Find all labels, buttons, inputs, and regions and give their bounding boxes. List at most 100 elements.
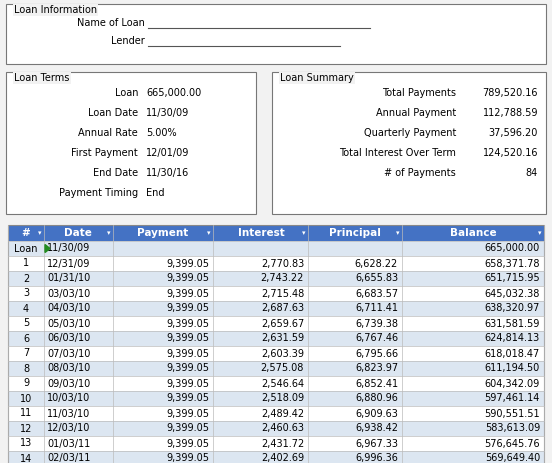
- Text: Loan: Loan: [114, 88, 138, 98]
- Polygon shape: [45, 244, 50, 252]
- Text: 13: 13: [20, 438, 32, 449]
- Text: 11/30/09: 11/30/09: [47, 244, 90, 254]
- Text: ▾: ▾: [395, 230, 399, 236]
- Text: 9,399.05: 9,399.05: [166, 288, 209, 299]
- Text: 6,996.36: 6,996.36: [355, 453, 398, 463]
- Text: 9,399.05: 9,399.05: [166, 424, 209, 433]
- Text: 569,649.40: 569,649.40: [485, 453, 540, 463]
- Text: 576,645.76: 576,645.76: [484, 438, 540, 449]
- Bar: [6, 72, 256, 214]
- Bar: [8, 361, 544, 376]
- Text: Payment Timing: Payment Timing: [59, 188, 138, 198]
- Text: 2,575.08: 2,575.08: [261, 363, 304, 374]
- Text: 2,402.69: 2,402.69: [261, 453, 304, 463]
- Bar: [8, 301, 544, 316]
- Text: 6,795.66: 6,795.66: [355, 349, 398, 358]
- Text: 6: 6: [23, 333, 29, 344]
- Bar: [8, 436, 544, 451]
- Text: 2,770.83: 2,770.83: [261, 258, 304, 269]
- Text: 5.00%: 5.00%: [146, 128, 177, 138]
- Text: 06/03/10: 06/03/10: [47, 333, 90, 344]
- Text: 2,518.09: 2,518.09: [261, 394, 304, 403]
- Text: Interest: Interest: [237, 228, 284, 238]
- Text: Annual Rate: Annual Rate: [78, 128, 138, 138]
- Text: 2,546.64: 2,546.64: [261, 378, 304, 388]
- Text: Principal: Principal: [329, 228, 381, 238]
- Text: Loan Terms: Loan Terms: [14, 73, 70, 83]
- Text: Loan Information: Loan Information: [14, 5, 97, 15]
- Text: 6,967.33: 6,967.33: [355, 438, 398, 449]
- Text: 37,596.20: 37,596.20: [489, 128, 538, 138]
- Text: Payment: Payment: [137, 228, 189, 238]
- Text: 2: 2: [23, 274, 29, 283]
- Text: ▾: ▾: [107, 230, 110, 236]
- Text: Loan Date: Loan Date: [88, 108, 138, 118]
- Text: 9,399.05: 9,399.05: [166, 394, 209, 403]
- Text: Quarterly Payment: Quarterly Payment: [364, 128, 456, 138]
- Text: 6,823.97: 6,823.97: [355, 363, 398, 374]
- Text: 583,613.09: 583,613.09: [485, 424, 540, 433]
- Text: 12/03/10: 12/03/10: [47, 424, 91, 433]
- Bar: [272, 72, 546, 214]
- Text: 2,460.63: 2,460.63: [261, 424, 304, 433]
- Bar: [8, 406, 544, 421]
- Text: 2,743.22: 2,743.22: [261, 274, 304, 283]
- Text: 6,880.96: 6,880.96: [355, 394, 398, 403]
- Text: 6,767.46: 6,767.46: [355, 333, 398, 344]
- Text: End Date: End Date: [93, 168, 138, 178]
- Text: # of Payments: # of Payments: [384, 168, 456, 178]
- Text: 2,603.39: 2,603.39: [261, 349, 304, 358]
- Text: 12/31/09: 12/31/09: [47, 258, 91, 269]
- Bar: [8, 451, 544, 463]
- Text: 624,814.13: 624,814.13: [485, 333, 540, 344]
- Text: #: #: [22, 228, 30, 238]
- Bar: [8, 271, 544, 286]
- Text: 9,399.05: 9,399.05: [166, 378, 209, 388]
- Text: Loan: Loan: [14, 244, 38, 254]
- Text: Total Payments: Total Payments: [382, 88, 456, 98]
- Text: 651,715.95: 651,715.95: [484, 274, 540, 283]
- Text: First Payment: First Payment: [71, 148, 138, 158]
- Text: 618,018.47: 618,018.47: [485, 349, 540, 358]
- Bar: [8, 331, 544, 346]
- Text: 12/01/09: 12/01/09: [146, 148, 189, 158]
- Text: 2,431.72: 2,431.72: [261, 438, 304, 449]
- Text: 04/03/10: 04/03/10: [47, 304, 90, 313]
- Text: 9,399.05: 9,399.05: [166, 258, 209, 269]
- Text: 112,788.59: 112,788.59: [482, 108, 538, 118]
- Text: Total Interest Over Term: Total Interest Over Term: [339, 148, 456, 158]
- Text: 590,551.51: 590,551.51: [484, 408, 540, 419]
- Bar: [8, 346, 544, 361]
- Text: 631,581.59: 631,581.59: [485, 319, 540, 329]
- Text: 6,909.63: 6,909.63: [355, 408, 398, 419]
- Text: 11/03/10: 11/03/10: [47, 408, 90, 419]
- Text: 10: 10: [20, 394, 32, 403]
- Text: 9,399.05: 9,399.05: [166, 408, 209, 419]
- Bar: [8, 225, 544, 241]
- Text: 4: 4: [23, 304, 29, 313]
- Text: 11/30/09: 11/30/09: [146, 108, 189, 118]
- Text: 9,399.05: 9,399.05: [166, 438, 209, 449]
- Bar: [8, 376, 544, 391]
- Text: ▾: ▾: [538, 230, 541, 236]
- Text: 6,655.83: 6,655.83: [355, 274, 398, 283]
- Text: 9,399.05: 9,399.05: [166, 349, 209, 358]
- Text: 7: 7: [23, 349, 29, 358]
- Text: 08/03/10: 08/03/10: [47, 363, 90, 374]
- Text: 9,399.05: 9,399.05: [166, 319, 209, 329]
- Text: 9,399.05: 9,399.05: [166, 304, 209, 313]
- Text: End: End: [146, 188, 164, 198]
- Text: 597,461.14: 597,461.14: [485, 394, 540, 403]
- Bar: [6, 4, 546, 64]
- Text: 9,399.05: 9,399.05: [166, 453, 209, 463]
- Text: ▾: ▾: [206, 230, 210, 236]
- Text: Annual Payment: Annual Payment: [376, 108, 456, 118]
- Text: 6,628.22: 6,628.22: [355, 258, 398, 269]
- Text: 3: 3: [23, 288, 29, 299]
- Text: 9,399.05: 9,399.05: [166, 363, 209, 374]
- Text: 2,631.59: 2,631.59: [261, 333, 304, 344]
- Text: 5: 5: [23, 319, 29, 329]
- Text: 09/03/10: 09/03/10: [47, 378, 90, 388]
- Text: 2,715.48: 2,715.48: [261, 288, 304, 299]
- Text: 665,000.00: 665,000.00: [485, 244, 540, 254]
